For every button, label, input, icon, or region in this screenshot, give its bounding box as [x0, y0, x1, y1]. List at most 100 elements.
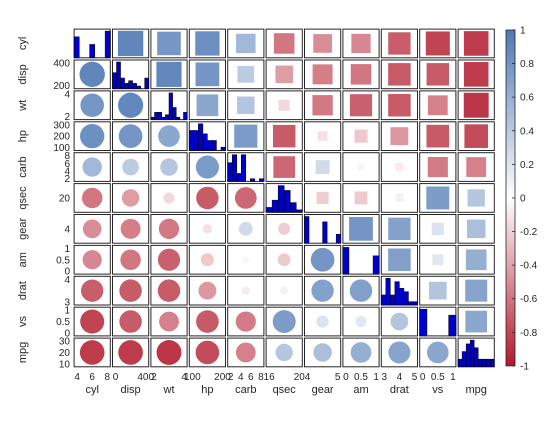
colorbar-tick-label: 0.2 — [520, 160, 534, 171]
cell-disp-am — [342, 59, 380, 90]
correlation-square — [464, 124, 488, 148]
correlation-circle — [275, 343, 293, 362]
col-label-cyl: cyl — [85, 384, 98, 396]
cell-wt-wt — [150, 90, 188, 121]
histogram-bar — [189, 130, 195, 151]
cell-qsec-am — [342, 183, 380, 213]
cell-carb-carb — [227, 152, 265, 182]
cell-gear-mpg — [457, 214, 495, 244]
correlation-square — [195, 31, 220, 56]
row-tick-label: 200 — [53, 81, 70, 92]
histogram-bar — [144, 77, 149, 89]
histogram-bar — [132, 83, 137, 89]
histogram-bar — [104, 30, 111, 59]
col-tick-label: 400 — [137, 372, 154, 383]
cell-mpg-disp — [112, 337, 150, 368]
histogram-bar — [165, 114, 170, 120]
col-tick-label: 8 — [258, 372, 264, 383]
histogram-bar — [490, 358, 495, 368]
cell-cyl-am — [342, 28, 380, 59]
col-tick-label: 16 — [264, 372, 276, 383]
correlation-circle — [202, 224, 213, 234]
cell-mpg-mpg — [457, 337, 495, 368]
cell-gear-qsec — [265, 214, 303, 244]
correlation-square — [388, 63, 411, 86]
cell-vs-wt — [150, 306, 188, 337]
correlation-square — [467, 189, 485, 207]
col-tick-label: 0 — [343, 372, 349, 383]
correlation-circle — [200, 253, 214, 267]
histogram-bar — [403, 291, 409, 306]
correlation-square — [388, 32, 411, 55]
correlation-circle — [158, 218, 180, 240]
cell-carb-drat — [380, 152, 418, 182]
correlation-square — [426, 63, 450, 86]
correlation-square — [388, 248, 411, 271]
histogram-bar — [399, 288, 405, 306]
correlation-circle — [196, 310, 219, 333]
correlation-square — [388, 94, 411, 117]
histogram-bar — [372, 255, 380, 275]
row-label-mpg: mpg — [17, 342, 29, 363]
cell-qsec-gear — [304, 183, 342, 213]
row-tick-label: 2 — [64, 174, 70, 185]
correlation-circle — [118, 92, 144, 118]
cell-mpg-wt — [150, 337, 188, 368]
col-tick-label: 2 — [228, 372, 234, 383]
histogram-bar — [271, 199, 279, 213]
cell-vs-mpg — [457, 306, 495, 337]
histogram-bar — [250, 178, 256, 182]
cell-gear-disp — [112, 214, 150, 244]
correlation-square — [156, 61, 182, 87]
cell-qsec-carb — [227, 183, 265, 213]
histogram-bar — [461, 351, 467, 368]
cell-vs-disp — [112, 306, 150, 337]
cell-hp-mpg — [457, 121, 495, 152]
cell-am-cyl — [73, 244, 111, 275]
histogram-bar — [448, 314, 457, 337]
correlation-square — [427, 95, 448, 116]
correlation-circle — [280, 286, 289, 295]
cell-frame — [188, 214, 227, 244]
cell-drat-disp — [112, 275, 150, 306]
cell-hp-carb — [227, 121, 265, 152]
row-tick-label: 4 — [64, 224, 70, 235]
cell-drat-qsec — [265, 275, 303, 306]
correlation-square — [425, 31, 450, 56]
cell-carb-hp — [188, 152, 227, 182]
row-tick-label: 10 — [59, 359, 71, 370]
colorbar-tick-label: -0.4 — [520, 261, 538, 272]
correlation-circle — [313, 343, 332, 362]
row-tick-label: 8 — [64, 151, 70, 162]
cell-am-drat — [380, 244, 418, 275]
histogram-bar — [477, 358, 483, 368]
col-tick-label: 0.5 — [431, 372, 445, 383]
row-tick-label: 0 — [64, 328, 70, 339]
histogram-bar — [296, 209, 303, 213]
col-label-qsec: qsec — [273, 384, 297, 396]
histogram-bar — [390, 294, 396, 306]
correlation-circle — [196, 186, 219, 210]
col-tick-label: 100 — [184, 372, 201, 383]
row-label-qsec: qsec — [17, 186, 29, 210]
col-label-am: am — [353, 384, 368, 396]
histogram-bar — [231, 154, 238, 182]
histogram-bar — [469, 339, 475, 368]
correlation-circle — [388, 341, 411, 364]
col-label-carb: carb — [235, 384, 256, 396]
histogram-bar — [161, 116, 166, 120]
correlation-circle — [158, 125, 180, 147]
correlation-square — [312, 95, 333, 116]
cell-wt-cyl — [73, 90, 111, 121]
correlation-square — [275, 65, 293, 84]
correlation-circle — [156, 339, 182, 365]
col-label-mpg: mpg — [465, 384, 486, 396]
row-tick-label: 100 — [53, 143, 70, 154]
col-label-vs: vs — [432, 384, 444, 396]
correlation-circle — [120, 218, 141, 239]
cell-qsec-disp — [112, 183, 150, 213]
histogram-bar — [175, 116, 181, 120]
col-tick-label: 1 — [450, 372, 456, 383]
correlation-square — [463, 31, 489, 56]
correlation-square — [427, 156, 448, 178]
